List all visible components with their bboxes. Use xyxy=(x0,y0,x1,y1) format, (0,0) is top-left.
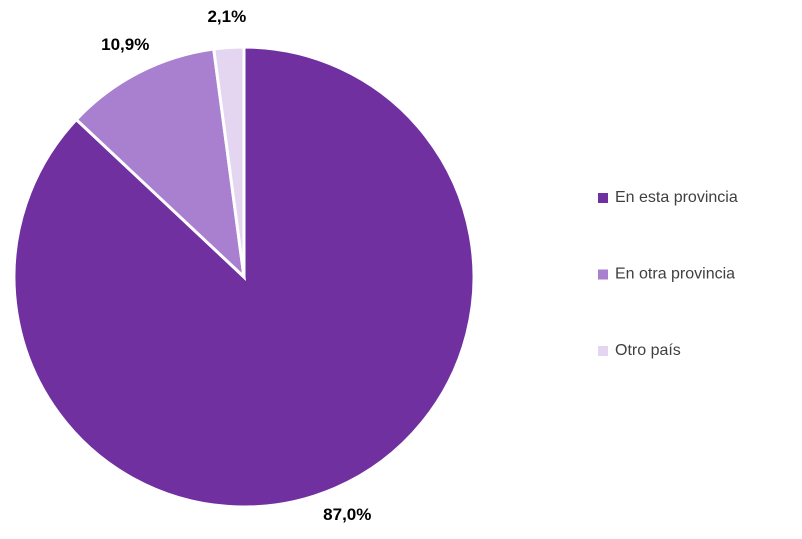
data-label: 2,1% xyxy=(207,7,246,26)
legend-label: Otro país xyxy=(615,342,681,359)
data-label: 10,9% xyxy=(101,35,149,54)
legend-swatch xyxy=(598,346,608,356)
legend-label: En esta provincia xyxy=(615,189,738,206)
pie-slice xyxy=(12,45,476,509)
data-label: 87,0% xyxy=(323,505,371,524)
pie-slice xyxy=(74,47,247,281)
legend-swatch xyxy=(598,269,608,280)
legend-label: En otra provincia xyxy=(615,266,735,283)
legend-swatch xyxy=(598,193,608,203)
pie-slice xyxy=(212,45,246,278)
